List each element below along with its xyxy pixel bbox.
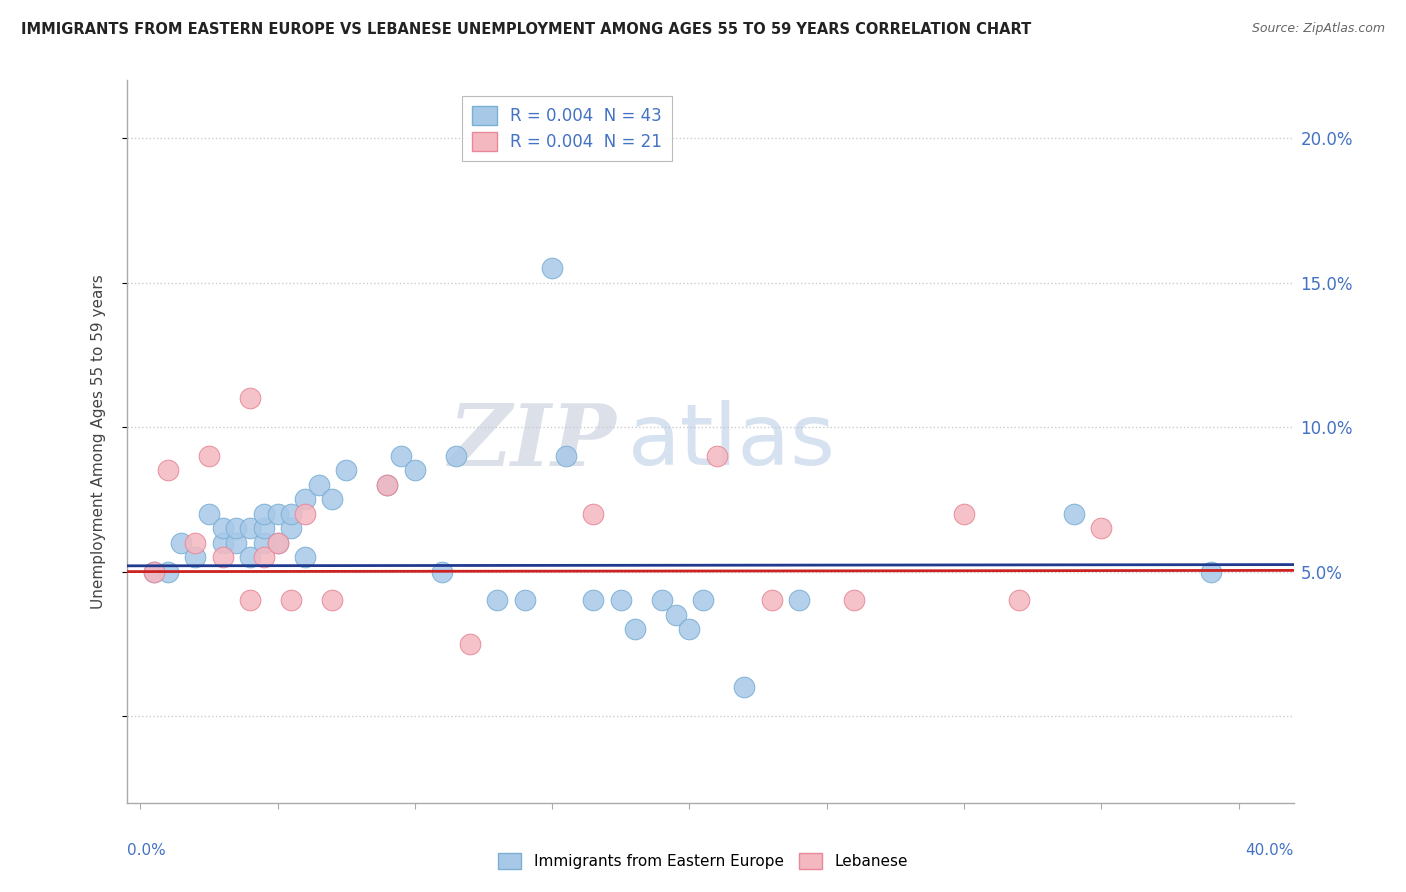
Point [651, 593, 673, 607]
Point [294, 550, 316, 565]
Point [554, 449, 576, 463]
Point [706, 449, 728, 463]
Point [170, 535, 193, 549]
Point [623, 623, 645, 637]
Point [665, 607, 688, 622]
Point [1199, 565, 1222, 579]
Point [432, 565, 454, 579]
Point [1090, 521, 1112, 535]
Point [678, 623, 700, 637]
Point [239, 391, 262, 405]
Point [787, 593, 810, 607]
Point [953, 507, 976, 521]
Point [308, 478, 330, 492]
Text: 0.0%: 0.0% [127, 843, 166, 857]
Point [266, 507, 288, 521]
Point [225, 521, 247, 535]
Point [444, 449, 467, 463]
Point [321, 593, 343, 607]
Point [253, 550, 276, 565]
Text: atlas: atlas [628, 400, 837, 483]
Point [321, 492, 343, 507]
Point [280, 521, 302, 535]
Legend: Immigrants from Eastern Europe, Lebanese: Immigrants from Eastern Europe, Lebanese [492, 847, 914, 875]
Point [184, 550, 207, 565]
Point [389, 449, 412, 463]
Point [761, 593, 783, 607]
Point [143, 565, 166, 579]
Point [156, 565, 179, 579]
Point [335, 463, 357, 477]
Point [582, 507, 605, 521]
Point [294, 507, 316, 521]
Point [253, 521, 276, 535]
Point [1008, 593, 1031, 607]
Point [513, 593, 536, 607]
Point [253, 535, 276, 549]
Point [541, 261, 564, 276]
Point [280, 507, 302, 521]
Point [211, 535, 233, 549]
Text: IMMIGRANTS FROM EASTERN EUROPE VS LEBANESE UNEMPLOYMENT AMONG AGES 55 TO 59 YEAR: IMMIGRANTS FROM EASTERN EUROPE VS LEBANE… [21, 22, 1032, 37]
Point [211, 521, 233, 535]
Text: ZIP: ZIP [449, 400, 617, 483]
Point [294, 492, 316, 507]
Point [377, 478, 399, 492]
Point [211, 550, 233, 565]
Point [733, 680, 755, 694]
Point [266, 535, 288, 549]
Point [143, 565, 166, 579]
Point [239, 550, 262, 565]
Point [225, 535, 247, 549]
Legend: R = 0.004  N = 43, R = 0.004  N = 21: R = 0.004 N = 43, R = 0.004 N = 21 [461, 95, 672, 161]
Point [486, 593, 509, 607]
Point [239, 593, 262, 607]
Point [198, 449, 221, 463]
Point [610, 593, 633, 607]
Point [280, 593, 302, 607]
Point [253, 507, 276, 521]
Point [184, 535, 207, 549]
Point [692, 593, 714, 607]
Point [458, 637, 481, 651]
Point [844, 593, 866, 607]
Point [582, 593, 605, 607]
Y-axis label: Unemployment Among Ages 55 to 59 years: Unemployment Among Ages 55 to 59 years [91, 274, 105, 609]
Point [1063, 507, 1085, 521]
Point [198, 507, 221, 521]
Point [404, 463, 426, 477]
Text: 40.0%: 40.0% [1246, 843, 1294, 857]
Point [239, 521, 262, 535]
Point [377, 478, 399, 492]
Point [156, 463, 179, 477]
Text: Source: ZipAtlas.com: Source: ZipAtlas.com [1251, 22, 1385, 36]
Point [266, 535, 288, 549]
